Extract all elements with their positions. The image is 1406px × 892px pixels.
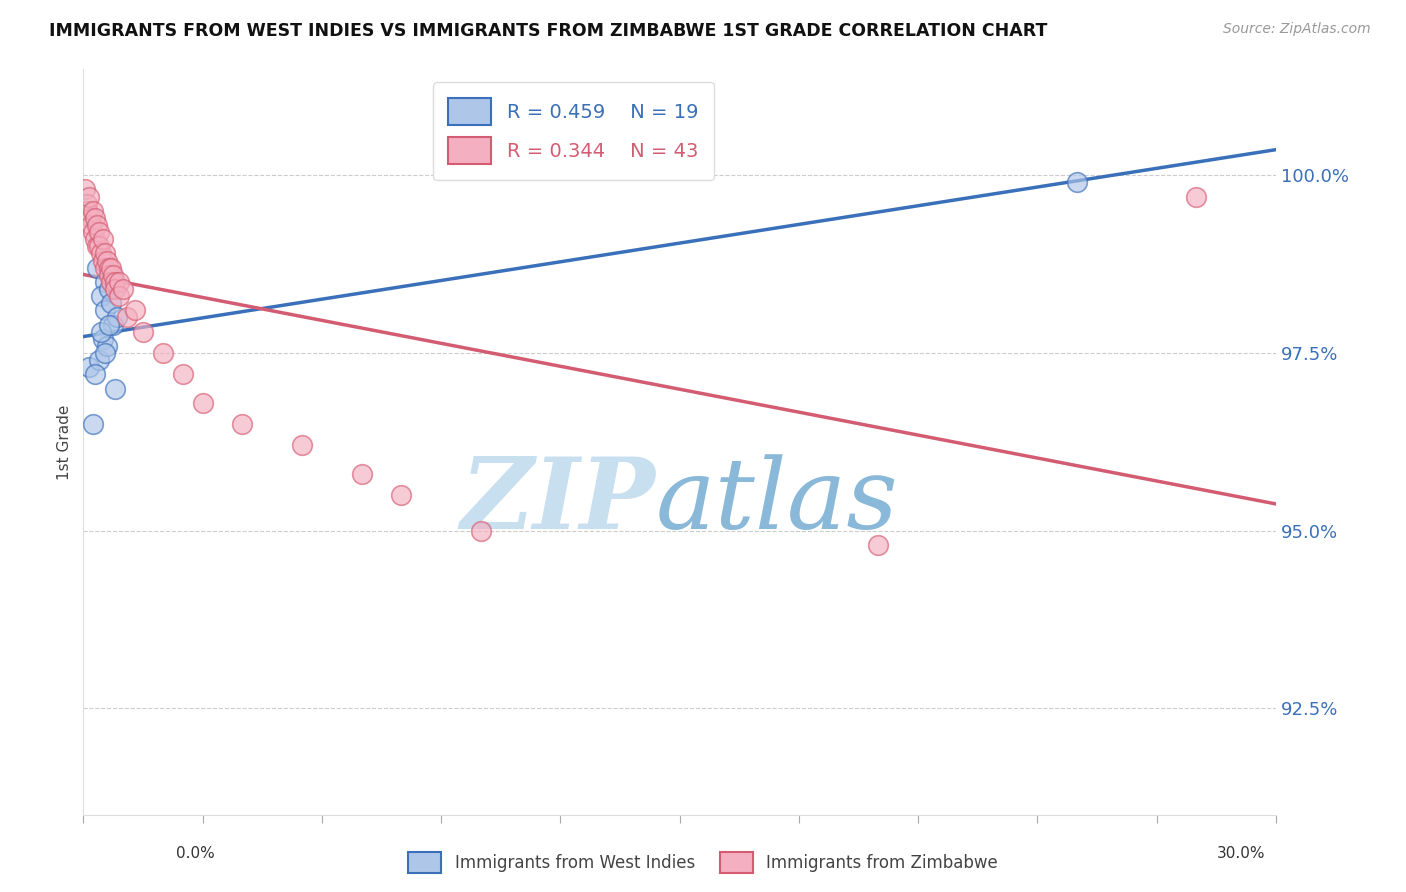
Text: IMMIGRANTS FROM WEST INDIES VS IMMIGRANTS FROM ZIMBABWE 1ST GRADE CORRELATION CH: IMMIGRANTS FROM WEST INDIES VS IMMIGRANT… — [49, 22, 1047, 40]
Point — [108, 275, 131, 289]
Point — [84, 368, 107, 382]
Point — [82, 203, 104, 218]
Point — [105, 310, 128, 325]
Point — [77, 189, 100, 203]
Point — [80, 211, 103, 225]
Point — [90, 289, 112, 303]
Point — [108, 289, 131, 303]
Text: 0.0%: 0.0% — [176, 846, 215, 861]
Point — [86, 239, 108, 253]
Point — [94, 303, 117, 318]
Point — [94, 260, 117, 275]
Point — [1066, 175, 1088, 189]
Legend: R = 0.459    N = 19, R = 0.344    N = 43: R = 0.459 N = 19, R = 0.344 N = 43 — [433, 82, 714, 180]
Point — [104, 282, 127, 296]
Point — [98, 318, 121, 332]
Point — [389, 488, 412, 502]
Y-axis label: 1st Grade: 1st Grade — [58, 404, 72, 480]
Point — [104, 275, 127, 289]
Point — [115, 310, 138, 325]
Point — [98, 282, 121, 296]
Point — [100, 296, 122, 310]
Point — [82, 417, 104, 431]
Point — [132, 325, 155, 339]
Point — [98, 268, 121, 282]
Point — [94, 275, 117, 289]
Point — [100, 275, 122, 289]
Point — [94, 346, 117, 360]
Point — [75, 182, 97, 196]
Point — [84, 232, 107, 246]
Text: atlas: atlas — [655, 454, 898, 549]
Point — [89, 353, 111, 368]
Point — [172, 368, 194, 382]
Point — [89, 239, 111, 253]
Point — [76, 196, 98, 211]
Legend: Immigrants from West Indies, Immigrants from Zimbabwe: Immigrants from West Indies, Immigrants … — [401, 846, 1005, 880]
Point — [82, 225, 104, 239]
Point — [868, 538, 890, 552]
Text: ZIP: ZIP — [461, 453, 655, 549]
Text: Source: ZipAtlas.com: Source: ZipAtlas.com — [1223, 22, 1371, 37]
Point — [112, 282, 135, 296]
Point — [80, 218, 103, 232]
Point — [91, 232, 114, 246]
Point — [91, 332, 114, 346]
Point — [86, 218, 108, 232]
Point — [231, 417, 253, 431]
Point — [91, 253, 114, 268]
Point — [96, 339, 118, 353]
Point — [101, 318, 124, 332]
Point — [152, 346, 174, 360]
Point — [104, 382, 127, 396]
Point — [89, 225, 111, 239]
Point — [94, 246, 117, 260]
Point — [191, 395, 214, 409]
Point — [90, 246, 112, 260]
Point — [101, 268, 124, 282]
Point — [291, 438, 314, 452]
Text: 30.0%: 30.0% — [1218, 846, 1265, 861]
Point — [1185, 189, 1208, 203]
Point — [76, 203, 98, 218]
Point — [84, 211, 107, 225]
Point — [86, 260, 108, 275]
Point — [90, 325, 112, 339]
Point — [350, 467, 373, 481]
Point — [100, 260, 122, 275]
Point — [96, 253, 118, 268]
Point — [124, 303, 146, 318]
Point — [470, 524, 492, 538]
Point — [77, 360, 100, 375]
Point — [98, 260, 121, 275]
